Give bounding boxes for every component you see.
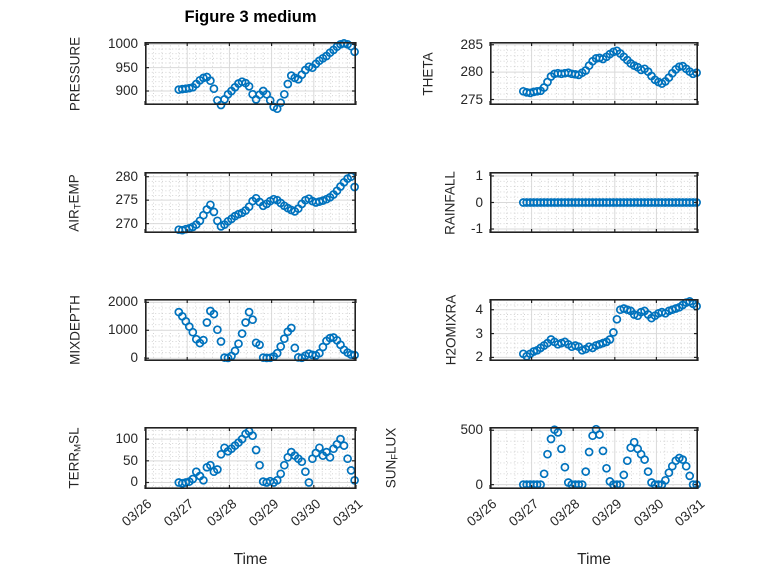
y-axis-label-theta: THETA [420, 51, 436, 96]
plot-border [145, 172, 356, 234]
subplot-pressure: 900 950 1000 PRESSURE [68, 36, 359, 114]
y-axis-label-mixdepth: MIXDEPTH [67, 295, 83, 365]
major-grid [490, 427, 698, 489]
y-tick-label: 1 [475, 167, 483, 183]
marker-series-pressure [174, 39, 359, 114]
axis-ticks [489, 299, 699, 361]
y-tick-label: 1000 [107, 36, 138, 52]
y-tick-label: 3 [475, 325, 483, 341]
y-tick-label: 900 [115, 83, 138, 98]
y-tick-label: 0 [475, 476, 483, 492]
axis-ticks [144, 172, 357, 233]
x-tick-label: 03/30 [287, 496, 324, 530]
marker-series-h2omixra [518, 297, 701, 361]
x-axis-label-right: Time [577, 551, 611, 568]
marker-series-rainfall [518, 198, 701, 207]
subplot-h2omixra: 2 3 4 H2OMIXRA [444, 295, 701, 365]
y-tick-label: 950 [115, 59, 138, 75]
x-tick-label: 03/28 [203, 496, 240, 530]
x-tick-label: 03/31 [330, 496, 366, 530]
subplot-terr-msl: 0 50 100 TERRMSL 03/26 03/27 03/28 03/29 03/30 03… [66, 426, 366, 529]
y-tick-label: 2 [475, 349, 483, 365]
minor-grid [490, 172, 698, 233]
y-axis-label-sun_flux: SUNFLUX [383, 427, 401, 489]
y-axis-label-pressure: PRESSURE [67, 36, 83, 111]
y-axis-label-rainfall: RAINFALL [442, 170, 458, 235]
plot-border [490, 299, 698, 362]
minor-grid [490, 42, 698, 105]
plot-area [489, 172, 701, 234]
axis-ticks [144, 427, 357, 489]
plot-area [144, 172, 359, 235]
major-grid [490, 172, 698, 233]
minor-grid [145, 42, 356, 105]
minor-grid [490, 427, 698, 489]
plot-area [489, 297, 701, 362]
plot-border [490, 427, 698, 490]
major-grid [490, 42, 698, 105]
y-tick-label: 2000 [107, 294, 138, 310]
subplot-mixdepth: 0 1000 2000 MIXDEPTH [68, 295, 359, 365]
axis-ticks [144, 42, 357, 105]
y-tick-label: 280 [460, 64, 483, 80]
subplot-air-temp: 270 275 280 AIRTEMP [66, 169, 359, 235]
axis-ticks [489, 427, 699, 489]
y-tick-label: 500 [460, 422, 483, 438]
x-axis-label-left: Time [233, 551, 268, 568]
plot-area [144, 299, 359, 363]
plot-border [490, 42, 698, 106]
y-tick-label: 100 [115, 431, 138, 447]
axis-ticks [489, 42, 699, 105]
major-grid [145, 172, 356, 233]
y-tick-label: 0 [475, 194, 483, 210]
y-tick-label: -1 [470, 221, 483, 237]
y-tick-label: 50 [122, 452, 138, 468]
plot-border [145, 42, 356, 106]
x-tick-label: 03/29 [588, 496, 625, 530]
subplot-rainfall: -1 0 1 RAINFALL [443, 168, 701, 236]
axis-ticks [489, 172, 699, 233]
x-tick-label: 03/31 [672, 496, 708, 530]
x-tick-label: 03/27 [161, 496, 197, 530]
y-tick-label: 285 [460, 36, 483, 52]
y-axis-label-terr_msl: TERRMSL [66, 427, 84, 489]
x-tick-label: 03/27 [505, 496, 542, 530]
plot-area [144, 426, 359, 490]
x-tick-label: 03/26 [464, 496, 500, 530]
plot-area [144, 39, 359, 114]
marker-series-terr_msl [174, 426, 359, 488]
y-tick-label: 1000 [107, 322, 138, 338]
x-tick-label: 03/28 [547, 496, 583, 530]
y-tick-label: 275 [115, 192, 138, 208]
x-tick-label: 03/26 [119, 496, 155, 530]
y-tick-label: 280 [115, 168, 138, 184]
major-grid [145, 299, 356, 361]
x-tick-label: 03/29 [245, 496, 282, 530]
y-tick-label: 0 [130, 350, 138, 366]
subplot-theta: 275 280 285 THETA [421, 37, 701, 106]
y-axis-label-h2omixra: H2OMIXRA [443, 294, 459, 366]
y-tick-label: 4 [475, 301, 483, 317]
marker-series-theta [518, 46, 701, 98]
y-axis-label-air_temp: AIRTEMP [66, 173, 84, 232]
figure-title: Figure 3 medium [184, 8, 317, 26]
y-tick-label: 275 [460, 91, 483, 107]
x-tick-label: 03/30 [630, 496, 667, 530]
plot-area [489, 424, 701, 490]
plot-area [489, 42, 701, 106]
subplot-sun-flux: 0 500 SUNFLUX 03/26 03/27 03/28 03/29 03/30 03/3… [383, 423, 707, 529]
axis-ticks [144, 299, 357, 361]
marker-series-mixdepth [174, 306, 359, 363]
y-tick-label: 270 [115, 215, 138, 231]
y-tick-label: 0 [130, 474, 138, 490]
plot-border [145, 427, 356, 490]
